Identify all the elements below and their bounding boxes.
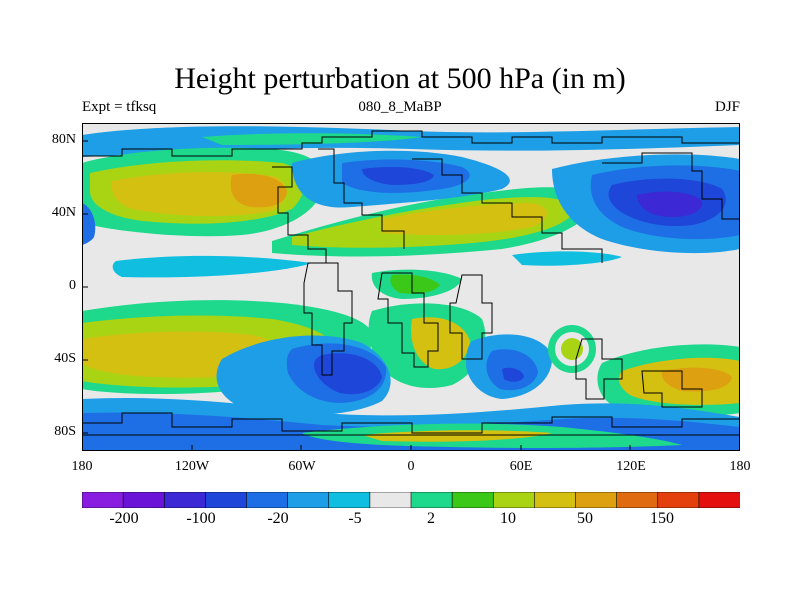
- map-ticks: [82, 140, 631, 451]
- run-label: 080_8_MaBP: [358, 99, 442, 115]
- tropical-north-strip: [112, 255, 312, 278]
- north-pacific-ridge-peak: [230, 173, 287, 208]
- colorbar: [82, 492, 740, 508]
- southwest-pacific-ridge-core: [661, 367, 732, 392]
- contour-map: [82, 123, 740, 451]
- lon-tick-180e: 180: [729, 459, 751, 474]
- colorbar-swatch-13: [616, 492, 659, 508]
- south-polar-band-core: [362, 430, 552, 442]
- coastlines: [82, 130, 740, 436]
- colorbar-swatch-0: [82, 492, 124, 508]
- map-title: Height perturbation at 500 hPa (in m): [174, 62, 626, 95]
- east-asia-trough-center: [637, 191, 703, 217]
- colorbar-swatch-8: [410, 492, 453, 508]
- colorbar-swatch-6: [328, 492, 371, 508]
- colorbar-swatch-3: [205, 492, 248, 508]
- colorbar-label-10: 10: [500, 510, 516, 527]
- lon-tick-120w: 120W: [174, 459, 210, 474]
- lat-tick-80n: 80N: [51, 132, 76, 147]
- season-label: DJF: [714, 99, 740, 115]
- colorbar-label-150: 150: [650, 510, 674, 527]
- colorbar-label-minus20: -20: [267, 510, 289, 527]
- colorbar-label-50: 50: [577, 510, 593, 527]
- south-indian-low-center: [502, 367, 524, 382]
- ring-core: [561, 338, 583, 360]
- colorbar-swatch-10: [492, 492, 536, 508]
- colorbar-swatch-14: [657, 492, 700, 508]
- lon-tick-0: 0: [407, 459, 415, 474]
- colorbar-swatch-4: [246, 492, 289, 508]
- lon-tick-60w: 60W: [288, 459, 316, 474]
- colorbar-swatch-11: [534, 492, 577, 508]
- lon-tick-120e: 120E: [616, 459, 646, 474]
- colorbar-swatch-9: [451, 492, 495, 508]
- colorbar-label-minus100: -100: [186, 510, 216, 527]
- colorbar-label-minus5: -5: [348, 510, 362, 527]
- south-pacific-low-core: [314, 353, 382, 395]
- colorbar-swatch-5: [287, 492, 330, 508]
- lon-tick-180w: 180: [71, 459, 93, 474]
- lon-tick-60e: 60E: [509, 459, 533, 474]
- tropical-patch-central-core: [390, 274, 440, 294]
- experiment-label: Expt = tfksq: [82, 99, 157, 115]
- colorbar-label-minus200: -200: [109, 510, 139, 527]
- colorbar-swatch-1: [122, 492, 166, 508]
- south-atlantic-ridge-core: [411, 317, 470, 370]
- lat-tick-80s: 80S: [54, 424, 76, 439]
- colorbar-swatch-7: [369, 492, 412, 508]
- colorbar-swatch-15: [698, 492, 740, 508]
- colorbar-swatch-2: [163, 492, 207, 508]
- colorbar-label-2: 2: [427, 510, 435, 527]
- lat-tick-40n: 40N: [51, 205, 76, 220]
- north-polar-band-inner: [202, 133, 422, 145]
- arctic-low-core: [362, 167, 434, 185]
- colorbar-swatch-12: [575, 492, 618, 508]
- tropical-north-strip-east: [512, 251, 622, 266]
- lat-tick-40s: 40S: [54, 351, 76, 366]
- lat-tick-0: 0: [69, 278, 76, 293]
- atlantic-eurasia-band-core: [382, 203, 547, 235]
